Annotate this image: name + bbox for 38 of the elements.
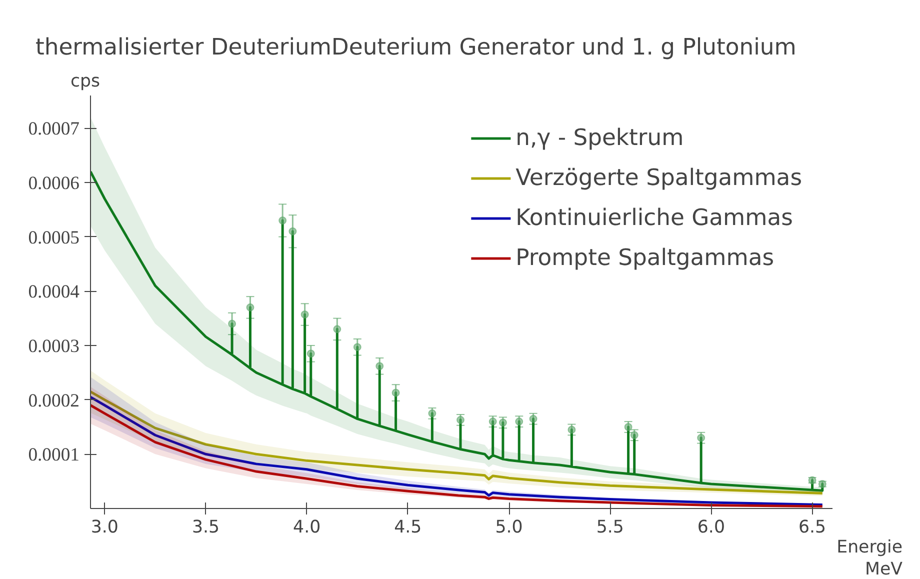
y-tick-label: 0.0007 (28, 118, 80, 140)
x-tick-label: 4.0 (293, 518, 321, 538)
chart-title: thermalisierter DeuteriumDeuterium Generator und 1. g Plutonium (36, 34, 796, 60)
y-tick-label: 0.0001 (28, 444, 80, 466)
legend-label: Prompte Spaltgammas (516, 245, 774, 271)
legend-label: Kontinuierliche Gammas (516, 205, 793, 231)
y-tick-label: 0.0002 (28, 390, 80, 412)
x-tick-label: 5.5 (596, 518, 624, 538)
y-tick-label: 0.0005 (28, 227, 80, 248)
point (456, 416, 464, 424)
point (353, 343, 362, 352)
point (376, 362, 384, 370)
point (333, 325, 342, 334)
x-tick-label: 3.5 (192, 518, 220, 538)
y-tick-label: 0.0006 (28, 172, 80, 194)
point (392, 388, 400, 397)
y-axis-title: cps (70, 72, 100, 92)
y-tick-label: 0.0003 (28, 336, 80, 357)
legend-label: n,γ - Spektrum (516, 125, 684, 151)
point (515, 418, 524, 426)
point (246, 303, 254, 312)
point (228, 320, 236, 328)
point (278, 216, 287, 224)
point (300, 310, 309, 318)
point (288, 227, 297, 236)
point (306, 350, 315, 358)
point (428, 409, 436, 418)
x-tick-label: 4.5 (394, 518, 422, 538)
point (697, 434, 706, 442)
y-tick-label: 0.0004 (28, 282, 80, 303)
x-tick-label: 6.0 (697, 518, 725, 538)
point (568, 426, 576, 434)
x-axis-title: Energie MeV (836, 538, 903, 579)
x-tick-label: 6.5 (798, 518, 826, 538)
x-tick-label: 5.0 (495, 518, 523, 538)
legend-label: Verzögerte Spaltgammas (516, 165, 802, 191)
point (529, 414, 538, 423)
x-tick-label: 3.0 (90, 518, 118, 538)
